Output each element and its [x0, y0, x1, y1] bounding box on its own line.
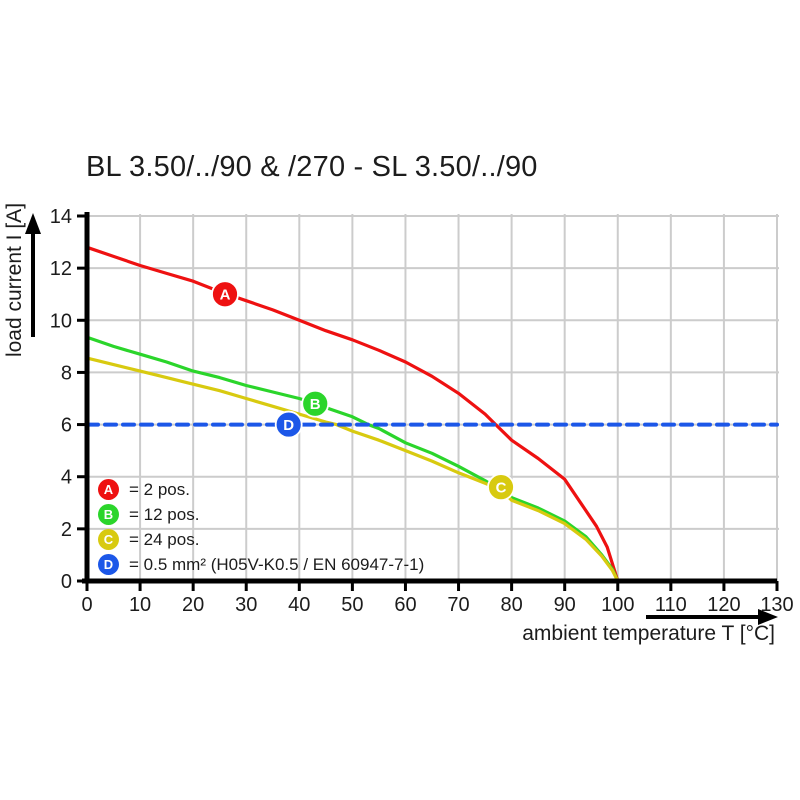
legend-label-b: = 12 pos.	[129, 504, 200, 524]
x-tick-label: 80	[500, 594, 522, 616]
legend-item-c: C = 24 pos.	[98, 527, 424, 552]
y-tick-label: 0	[61, 571, 72, 593]
legend-label-a: = 2 pos.	[129, 479, 190, 499]
y-tick-label: 4	[61, 467, 72, 489]
series-curve-a	[85, 245, 620, 583]
curve-marker-letter-d: D	[283, 417, 294, 434]
y-tick-label: 10	[50, 310, 72, 332]
legend-item-b: B = 12 pos.	[98, 502, 424, 527]
curve-marker-c	[487, 473, 515, 502]
legend-label-c: = 24 pos.	[129, 529, 200, 549]
y-axis-label: load current I [A]	[3, 202, 26, 358]
x-tick-label: 10	[129, 594, 151, 616]
x-tick-label: 120	[707, 594, 740, 616]
x-axis-label: ambient temperature T [°C]	[522, 622, 775, 645]
legend-marker-d-icon: D	[98, 554, 119, 575]
x-tick-label: 130	[760, 594, 793, 616]
x-tick-label: 70	[447, 594, 469, 616]
x-tick-label: 0	[81, 594, 92, 616]
y-tick-label: 6	[61, 415, 72, 437]
x-tick-label: 60	[394, 594, 416, 616]
series-curve-c	[85, 356, 620, 583]
x-axis-arrowhead-icon	[758, 609, 778, 625]
curve-marker-letter-c: C	[496, 480, 507, 497]
x-tick-label: 40	[288, 594, 310, 616]
y-tick-label: 2	[61, 519, 72, 541]
legend-marker-a-icon: A	[98, 479, 119, 500]
curve-marker-a	[211, 280, 239, 309]
legend-marker-c-icon: C	[98, 529, 119, 550]
curve-marker-letter-a: A	[220, 287, 231, 304]
y-tick-label: 12	[50, 258, 72, 280]
legend-marker-b-icon: B	[98, 504, 119, 525]
y-axis-arrowhead-icon	[25, 213, 41, 234]
x-tick-label: 110	[655, 594, 687, 616]
x-tick-label: 100	[601, 594, 634, 616]
curve-marker-b	[301, 389, 330, 418]
x-tick-label: 50	[341, 594, 363, 616]
legend-item-a: A = 2 pos.	[98, 477, 424, 502]
legend-item-d: D = 0.5 mm² (H05V-K0.5 / EN 60947-7-1)	[98, 552, 424, 577]
curve-marker-d	[274, 410, 303, 439]
y-tick-label: 8	[61, 362, 72, 384]
x-tick-label: 30	[235, 594, 257, 616]
y-tick-label: 14	[50, 206, 72, 228]
x-tick-label: 90	[554, 594, 576, 616]
chart-legend: A = 2 pos. B = 12 pos. C = 24 pos. D = 0…	[98, 477, 424, 577]
curve-marker-letter-b: B	[310, 396, 321, 413]
legend-label-d: = 0.5 mm² (H05V-K0.5 / EN 60947-7-1)	[129, 554, 425, 574]
chart-title: BL 3.50/../90 & /270 - SL 3.50/../90	[86, 151, 538, 183]
x-tick-label: 20	[182, 594, 204, 616]
